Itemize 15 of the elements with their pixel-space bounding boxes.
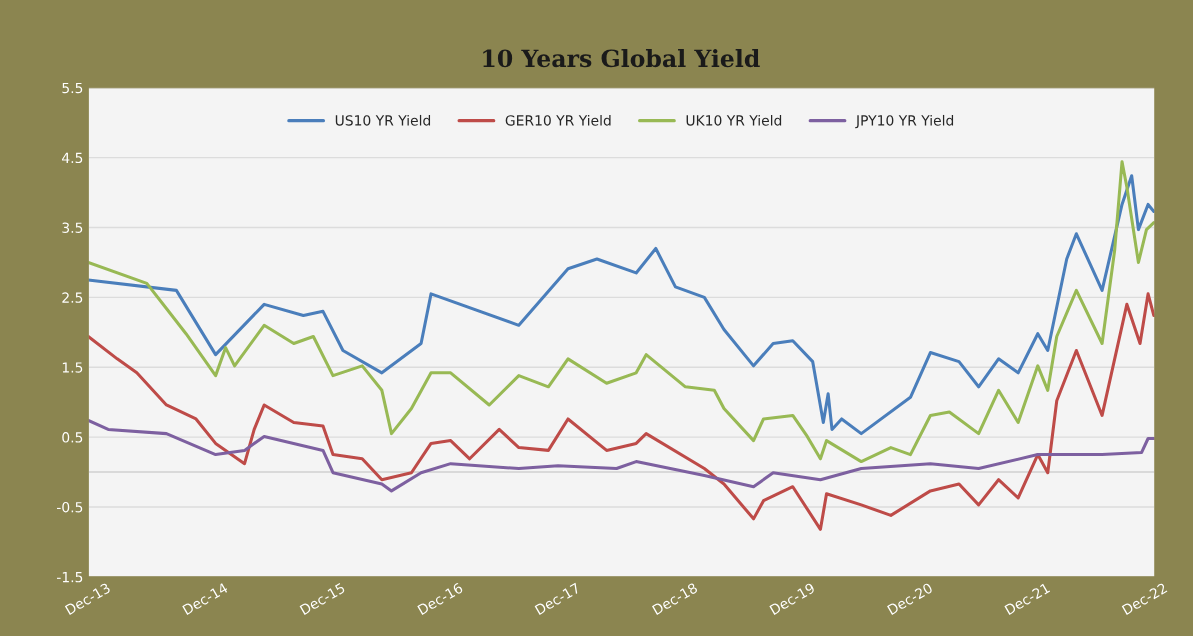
y-tick-label: 0.5	[62, 432, 83, 443]
legend-label: US10 YR Yield	[335, 114, 431, 126]
y-tick-label: 1.5	[62, 362, 83, 373]
line-series	[88, 292, 1155, 531]
y-tick-label: 2.5	[62, 292, 83, 303]
legend-label: JPY10 YR Yield	[855, 114, 954, 129]
y-tick-label: 4.5	[62, 152, 83, 164]
chart-title: 10 Years Global Yield	[483, 48, 760, 68]
legend-label: UK10 YR Yield	[686, 114, 782, 126]
line-series	[88, 418, 1155, 493]
y-tick-label: -1.5	[57, 572, 83, 583]
legend-label: GER10 YR Yield	[505, 114, 611, 126]
y-tick-label: 5.5	[62, 82, 83, 94]
y-tick-label: -0.5	[57, 501, 83, 513]
y-tick-label: 3.5	[62, 222, 83, 233]
